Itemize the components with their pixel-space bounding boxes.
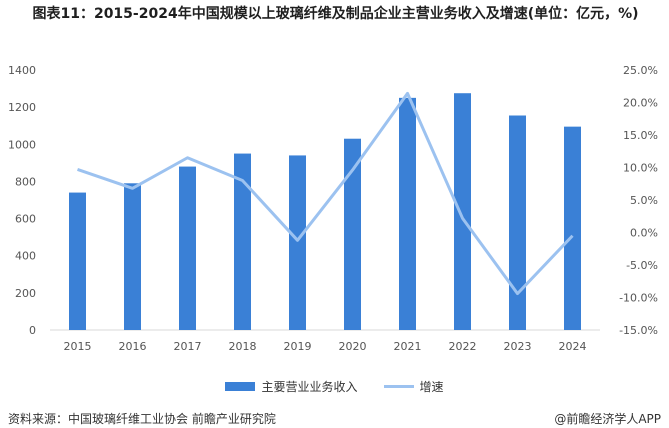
- x-tick-label: 2023: [504, 340, 532, 353]
- legend-swatch-line: [383, 385, 414, 388]
- y-left-tick-label: 600: [15, 213, 36, 226]
- y-left-tick-label: 200: [15, 287, 36, 300]
- bar-revenue: [399, 97, 416, 330]
- legend-item-revenue: 主要营业业务收入: [225, 378, 358, 395]
- legend-swatch-bar: [225, 382, 256, 391]
- chart-title: 图表11：2015-2024年中国规模以上玻璃纤维及制品企业主营业务收入及增速(…: [32, 6, 639, 22]
- x-tick-label: 2015: [64, 340, 92, 353]
- bar-revenue: [234, 153, 251, 330]
- x-tick-label: 2022: [449, 340, 477, 353]
- y-left-tick-label: 800: [15, 175, 36, 188]
- bar-revenue: [344, 138, 361, 330]
- bar-revenue: [564, 126, 581, 331]
- x-tick-label: 2016: [119, 340, 147, 353]
- x-tick-label: 2019: [284, 340, 312, 353]
- legend-label-revenue: 主要营业业务收入: [261, 380, 358, 394]
- y-right-tick-label: -15.0%: [619, 324, 658, 337]
- bar-revenue: [289, 155, 306, 330]
- y-left-tick-label: 1400: [8, 64, 36, 77]
- x-tick-label: 2024: [559, 340, 587, 353]
- y-right-tick-label: 0.0%: [630, 227, 658, 240]
- legend: 主要营业业务收入 增速: [0, 378, 669, 395]
- y-right-tick-label: 20.0%: [623, 97, 658, 110]
- y-left-tick-label: 0: [29, 324, 36, 337]
- chart: 0 200 400 600 800 1000 1200 1400 -15.0% -10.0% -5.…: [8, 64, 658, 353]
- bar-revenue: [179, 166, 196, 330]
- bar-revenue: [454, 93, 471, 330]
- bar-revenue: [509, 115, 526, 330]
- source-note: 资料来源：中国玻璃纤维工业协会 前瞻产业研究院: [8, 412, 276, 426]
- bar-revenue: [69, 192, 86, 330]
- x-tick-label: 2020: [339, 340, 367, 353]
- y-right-tick-label: -5.0%: [626, 259, 658, 272]
- legend-item-growth: 增速: [383, 378, 444, 395]
- y-left-tick-label: 1200: [8, 101, 36, 114]
- bar-revenue: [124, 183, 141, 330]
- x-tick-label: 2018: [229, 340, 257, 353]
- y-right-tick-label: -10.0%: [619, 292, 658, 305]
- y-right-tick-label: 15.0%: [623, 129, 658, 142]
- y-left-tick-label: 400: [15, 250, 36, 263]
- y-right-tick-label: 25.0%: [623, 64, 658, 77]
- x-tick-label: 2017: [174, 340, 202, 353]
- y-right-tick-label: 5.0%: [630, 194, 658, 207]
- y-left-tick-label: 1000: [8, 138, 36, 151]
- y-right-tick-label: 10.0%: [623, 162, 658, 175]
- line-growth: [77, 91, 574, 296]
- watermark-credit: @前瞻经济学人APP: [554, 412, 661, 426]
- x-tick-label: 2021: [394, 340, 422, 353]
- legend-label-growth: 增速: [419, 380, 444, 394]
